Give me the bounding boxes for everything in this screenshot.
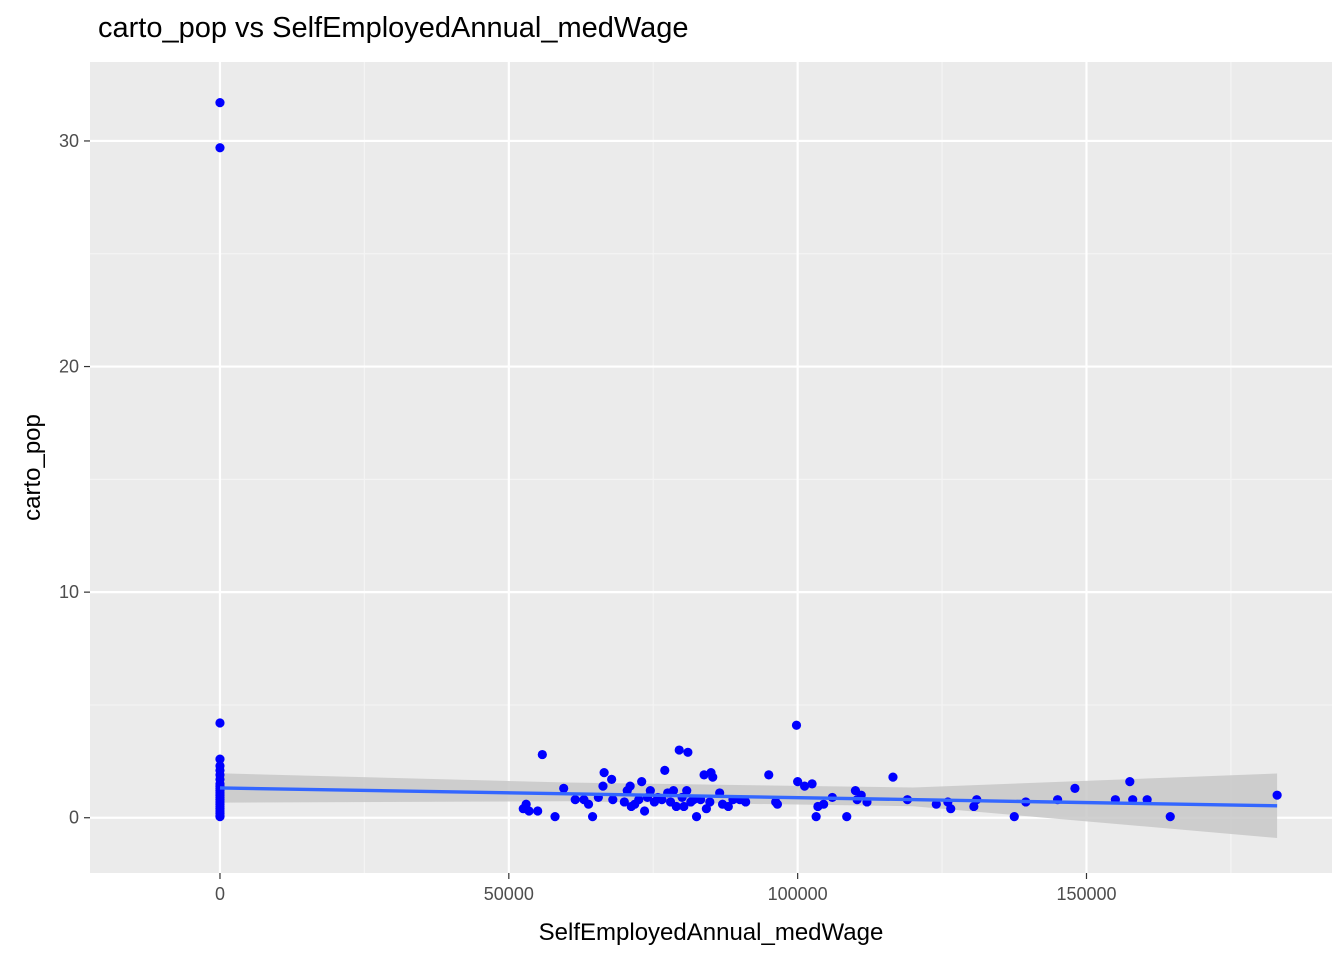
data-point	[599, 768, 609, 778]
data-point	[682, 786, 692, 796]
data-point	[608, 795, 618, 805]
data-point	[842, 812, 852, 822]
confidence-band	[219, 773, 1278, 839]
data-point	[931, 799, 941, 809]
data-point	[723, 801, 733, 812]
y-axis-title: carto_pop	[19, 414, 46, 521]
data-point	[793, 777, 803, 787]
x-tick-label: 0	[215, 884, 225, 904]
data-point	[657, 795, 667, 805]
smooth-line	[219, 786, 1278, 808]
data-point	[1165, 812, 1175, 822]
data-point	[587, 812, 598, 822]
data-point	[598, 781, 608, 791]
data-point	[537, 749, 547, 760]
data-point	[668, 786, 679, 796]
data-point	[699, 770, 709, 780]
data-points	[215, 98, 1282, 822]
data-point	[634, 795, 644, 805]
data-point	[1070, 783, 1080, 794]
data-point	[215, 812, 225, 822]
x-tick-label: 150000	[1056, 884, 1116, 904]
x-tick-label: 50000	[484, 884, 534, 904]
data-point	[533, 806, 543, 816]
y-tick-label: 20	[59, 357, 79, 377]
data-point	[215, 143, 225, 153]
data-point	[607, 774, 617, 784]
data-point	[645, 786, 655, 796]
minor-gridlines	[90, 62, 1332, 873]
x-tick-label: 100000	[768, 884, 828, 904]
data-point	[764, 770, 774, 780]
data-point	[559, 783, 569, 794]
data-point	[691, 812, 702, 822]
data-point	[524, 806, 534, 816]
y-tick-label: 10	[59, 582, 79, 602]
data-point	[619, 797, 629, 807]
data-point	[1272, 790, 1282, 800]
data-point	[741, 797, 751, 807]
data-point	[807, 779, 817, 789]
data-point	[215, 718, 225, 728]
data-point	[671, 801, 681, 812]
data-point	[1009, 812, 1019, 822]
data-point	[946, 804, 956, 814]
data-point	[705, 797, 715, 807]
confidence-ribbon	[219, 773, 1278, 839]
data-point	[708, 772, 718, 782]
x-axis-title: SelfEmployedAnnual_medWage	[539, 919, 884, 946]
plot-panel	[90, 62, 1332, 873]
data-point	[679, 801, 689, 812]
data-point	[772, 799, 783, 809]
data-point	[625, 781, 635, 791]
data-point	[1125, 777, 1135, 787]
y-tick-label: 0	[69, 808, 79, 828]
data-point	[799, 781, 810, 791]
data-point	[701, 804, 711, 814]
data-point	[550, 812, 560, 822]
data-point	[811, 812, 821, 822]
data-point	[674, 745, 684, 755]
data-point	[819, 799, 829, 809]
data-point	[660, 765, 670, 775]
data-point	[583, 799, 594, 809]
data-point	[791, 720, 802, 730]
data-point	[888, 772, 898, 782]
data-point	[683, 747, 693, 757]
chart-title: carto_pop vs SelfEmployedAnnual_medWage	[98, 12, 689, 44]
axes: 0 50000 100000 150000 0 10 20 30	[59, 131, 1117, 904]
smooth-line-layer	[219, 786, 1278, 808]
data-point	[637, 777, 647, 787]
data-point	[639, 806, 650, 816]
data-point	[215, 754, 225, 764]
data-point	[215, 98, 225, 108]
data-point	[570, 795, 580, 805]
y-tick-label: 30	[59, 131, 79, 151]
